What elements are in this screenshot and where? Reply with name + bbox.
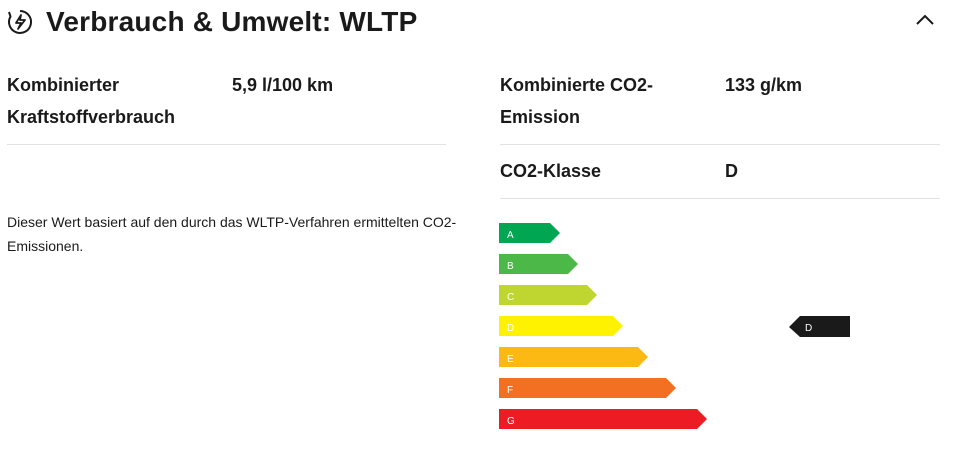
section-title: Verbrauch & Umwelt: WLTP <box>46 6 418 37</box>
class-bar <box>499 378 676 398</box>
class-indicator-letter: D <box>805 323 812 334</box>
class-bar <box>499 285 597 305</box>
row-value: D <box>725 161 738 181</box>
divider <box>7 144 446 145</box>
class-bar <box>499 409 707 429</box>
class-letter: B <box>507 261 514 272</box>
row-label: CO2-Klasse <box>500 161 602 181</box>
class-bar <box>499 347 648 367</box>
row-label: Kombinierter Kraftstoffverbrauch <box>7 75 176 127</box>
class-letter: E <box>507 354 514 365</box>
note: Dieser Wert basiert auf den durch das WL… <box>7 214 457 254</box>
row-value: 133 g/km <box>725 75 803 95</box>
class-letter: C <box>507 292 514 303</box>
class-letter: D <box>507 323 514 334</box>
divider <box>500 198 940 199</box>
class-letter: A <box>507 230 514 241</box>
row-label: Kombinierte CO2-Emission <box>500 75 654 127</box>
collapse-toggle[interactable] <box>914 12 936 28</box>
class-bar <box>499 223 560 243</box>
class-letter: G <box>507 416 515 427</box>
class-bar <box>499 316 623 336</box>
class-letter: F <box>507 385 513 396</box>
class-indicator <box>789 316 850 337</box>
class-bar <box>499 254 578 274</box>
section-icon <box>8 10 32 34</box>
row-value: 5,9 l/100 km <box>232 75 334 95</box>
divider <box>500 144 940 145</box>
